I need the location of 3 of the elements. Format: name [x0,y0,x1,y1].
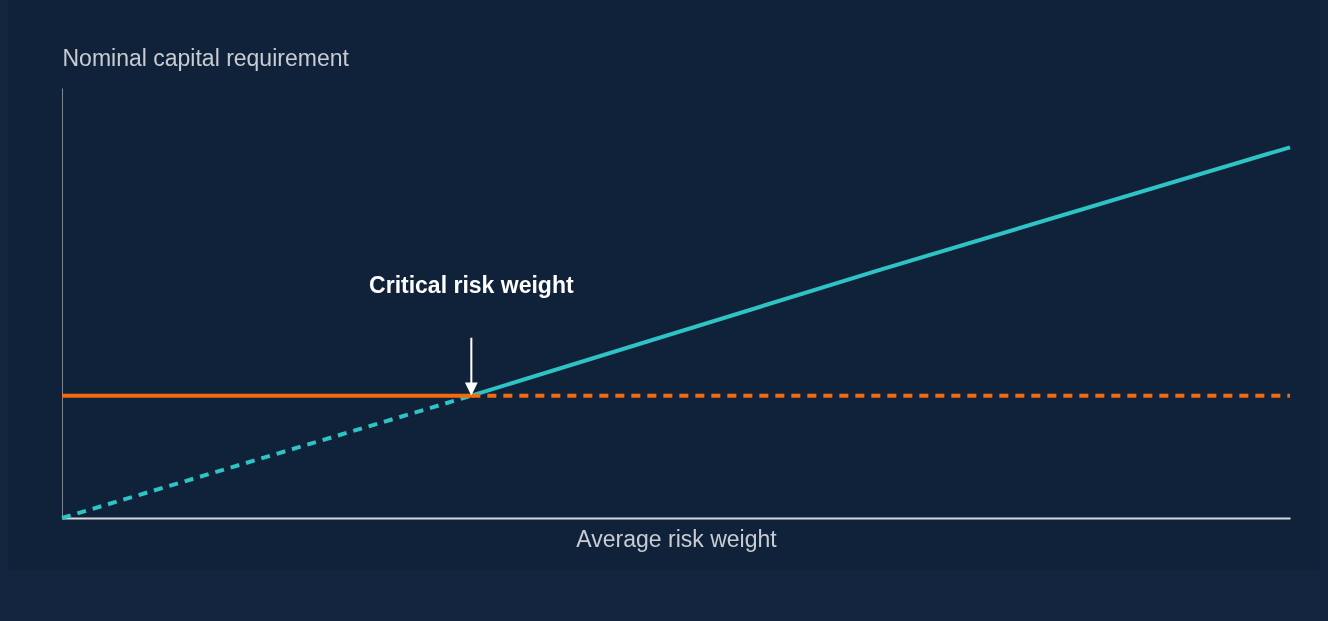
annotation: Critical risk weight [369,271,574,298]
x-axis-title: Average risk weight [576,525,778,552]
y-axis-title: Nominal capital requirement [62,44,350,71]
